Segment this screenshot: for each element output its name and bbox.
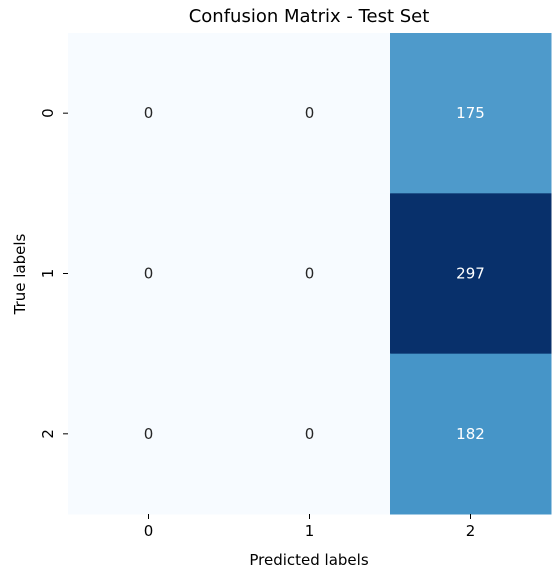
cell-value-label: 297 [456,265,485,283]
heatmap-cell [229,353,391,515]
heatmap-cell [390,33,552,194]
cell-value-label: 0 [144,104,154,122]
x-tick-label: 0 [144,522,154,540]
y-tick-label: 0 [39,108,57,118]
cell-value-label: 0 [305,425,315,443]
heatmap-cell [229,33,391,194]
heatmap-cell [390,193,552,355]
x-tick-label: 1 [305,522,315,540]
cell-annotations: 0 0 175 0 0 297 0 0 182 [144,104,485,443]
y-axis-ticks: 0 1 2 [39,108,68,439]
cell-value-label: 175 [456,104,485,122]
heatmap-cell [229,193,391,355]
x-axis-ticks: 0 1 2 [144,514,476,540]
cell-value-label: 0 [305,265,315,283]
heatmap-cell [390,353,552,515]
cell-value-label: 0 [144,425,154,443]
y-tick-label: 1 [39,269,57,279]
y-axis-label: True labels [11,233,29,315]
cell-value-label: 0 [144,265,154,283]
chart-title: Confusion Matrix - Test Set [189,6,430,27]
heatmap-cells [68,33,552,515]
y-tick-label: 2 [39,429,57,439]
heatmap-cell [68,193,230,355]
x-tick-label: 2 [466,522,476,540]
cell-value-label: 182 [456,425,485,443]
heatmap-cell [68,33,230,194]
heatmap-cell [68,353,230,515]
x-axis-label: Predicted labels [249,551,368,569]
cell-value-label: 0 [305,104,315,122]
